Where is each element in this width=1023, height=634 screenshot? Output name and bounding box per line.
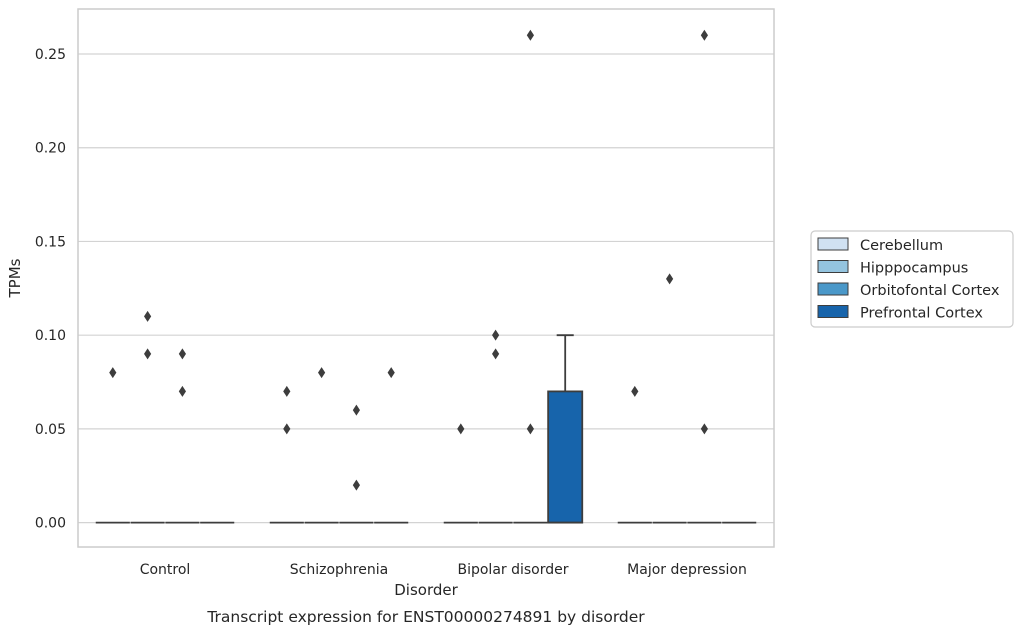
outlier-point xyxy=(492,329,500,341)
box-cerebellum-2 xyxy=(443,423,478,524)
chart-caption: Transcript expression for ENST0000027489… xyxy=(206,608,645,626)
grid-lines xyxy=(78,53,774,524)
y-tick-labels: 0.00 0.05 0.10 0.15 0.20 0.25 xyxy=(35,47,66,532)
outlier-point xyxy=(457,423,465,435)
legend-swatch xyxy=(817,237,849,251)
outlier-point xyxy=(283,423,291,435)
outlier-point xyxy=(700,423,708,435)
y-tick-label: 0.00 xyxy=(35,516,66,532)
outlier-point xyxy=(526,423,534,435)
box-prefrontal-cortex-1 xyxy=(374,367,409,524)
x-axis-label: Disorder xyxy=(394,581,458,599)
outlier-point xyxy=(178,348,186,360)
box-cerebellum-1 xyxy=(269,385,304,524)
box-cerebellum-0 xyxy=(95,367,130,524)
box-cerebellum-3 xyxy=(617,385,652,524)
outlier-point xyxy=(666,273,674,285)
box-hipppocampus-0 xyxy=(130,310,165,524)
x-tick-label: Major depression xyxy=(627,562,747,578)
x-tick-labels: Control Schizophrenia Bipolar disorder Majo… xyxy=(140,562,747,578)
y-tick-label: 0.15 xyxy=(35,234,66,250)
x-tick-label: Control xyxy=(140,562,191,578)
outlier-point xyxy=(178,385,186,397)
outlier-point xyxy=(283,385,291,397)
legend-swatch xyxy=(817,260,849,273)
outlier-point xyxy=(526,29,534,41)
legend: Cerebellum Hipppocampus Orbitofontal Corte… xyxy=(810,230,1014,328)
y-tick-label: 0.25 xyxy=(35,47,66,63)
box-hipppocampus-3 xyxy=(652,273,687,524)
legend-swatch xyxy=(817,305,849,318)
box-hipppocampus-2 xyxy=(478,329,513,524)
plot-area-frame xyxy=(77,8,775,548)
y-tick-label: 0.10 xyxy=(35,328,66,344)
y-tick-label: 0.20 xyxy=(35,141,66,157)
outlier-point xyxy=(109,367,117,379)
legend-label: Prefrontal Cortex xyxy=(860,306,983,322)
outlier-point xyxy=(318,367,326,379)
legend-label: Hipppocampus xyxy=(860,261,968,277)
y-tick-label: 0.05 xyxy=(35,422,66,438)
legend-swatch xyxy=(817,282,849,296)
box-orbitofontal-cortex-3 xyxy=(687,29,722,524)
outlier-point xyxy=(387,367,395,379)
box-orbitofontal-cortex-2 xyxy=(513,29,548,524)
x-tick-label: Bipolar disorder xyxy=(457,562,568,578)
box-layer xyxy=(95,29,757,524)
box-prefrontal-cortex-2 xyxy=(547,334,584,524)
outlier-point xyxy=(352,479,360,491)
y-axis-label: TPMs xyxy=(6,258,24,298)
outlier-point xyxy=(144,348,152,360)
outlier-point xyxy=(492,348,500,360)
outlier-point xyxy=(700,29,708,41)
outlier-point xyxy=(631,385,639,397)
box-hipppocampus-1 xyxy=(304,367,339,524)
outlier-point xyxy=(144,310,152,322)
legend-label: Orbitofontal Cortex xyxy=(860,283,1000,299)
box-body xyxy=(547,390,584,524)
box-orbitofontal-cortex-1 xyxy=(339,404,374,524)
outlier-point xyxy=(352,404,360,416)
legend-label: Cerebellum xyxy=(860,238,943,254)
legend-frame xyxy=(810,230,1014,328)
x-tick-label: Schizophrenia xyxy=(290,562,388,578)
box-orbitofontal-cortex-0 xyxy=(165,348,200,524)
